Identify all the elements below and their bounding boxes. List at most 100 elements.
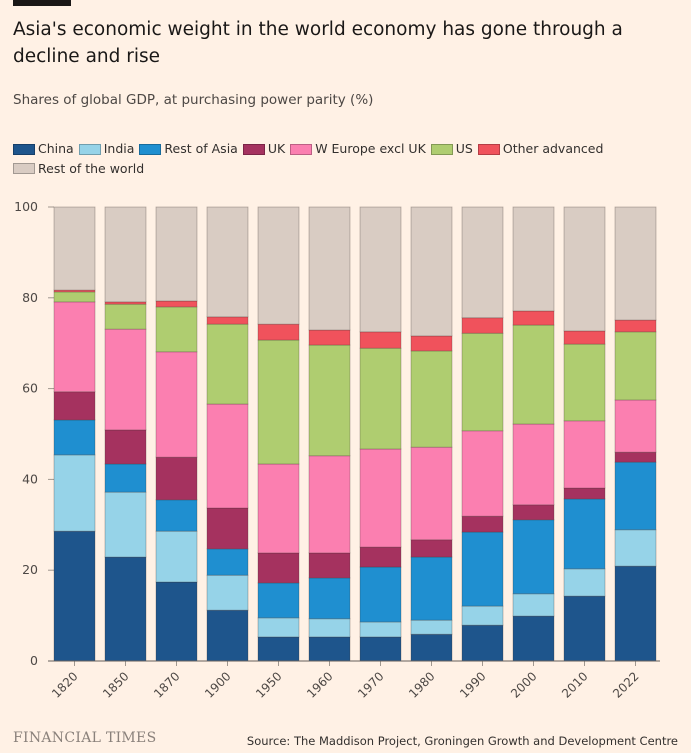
bar-segment [359,331,402,349]
bar-segment [308,344,351,457]
bar-segment [512,324,555,425]
bar-segment [359,566,402,623]
bar-segment [410,633,453,662]
bar-segment [461,515,504,533]
legend-label: Rest of the world [38,160,145,176]
bar-segment [512,615,555,662]
bar-segment [53,391,96,421]
bar-segment [512,423,555,506]
bar-segment [512,206,555,312]
bar-segment [410,619,453,635]
bar-segment [308,329,351,346]
bar-segment [461,531,504,607]
bar-segment [206,403,249,509]
x-tick-label: 1970 [355,669,386,700]
x-tick-label: 1850 [100,669,131,700]
legend-label: US [455,141,473,156]
legend-item: UK [242,140,285,158]
bar-segment [359,448,402,548]
bar-segment [563,568,606,597]
bar-segment [359,546,402,568]
bar-segment [257,636,300,662]
bar-segment [359,206,402,333]
bar-segment [461,624,504,662]
legend-swatch [477,143,500,155]
bar-segment [206,507,249,550]
bar-segment [359,636,402,662]
legend-label: China [38,141,74,156]
bar-segment [104,491,147,558]
bar-segment [104,429,147,465]
bar-segment [410,206,453,337]
bar-segment [155,306,198,353]
bar-segment [155,206,198,302]
legend-label: India [103,141,135,156]
bar-segment [614,331,657,401]
bar-segment [563,420,606,489]
bar-segment [512,310,555,326]
legend-item: W Europe excl UK [290,140,426,158]
bar-segment [104,556,147,662]
bar-segment [53,530,96,662]
x-tick-label: 2022 [610,669,641,700]
bar-segment [206,323,249,405]
legend-swatch [13,163,35,174]
bar-segment [155,300,198,308]
bar-segment [53,206,96,291]
bar-segment [614,529,657,567]
bar-segment [257,323,300,341]
bar-segment [104,463,147,493]
x-tick-label: 1990 [457,669,488,700]
legend-swatch [139,143,162,155]
bar-segment [104,303,147,330]
legend-swatch [242,143,265,155]
bar-segment [461,430,504,517]
bar-segment [155,530,198,583]
bar-segment [563,330,606,345]
bar-segment [563,206,606,332]
bar-segment [308,636,351,662]
legend-item: Rest of the world [13,160,144,178]
bar-segment [257,582,300,619]
legend-label: W Europe excl UK [315,141,426,156]
bar-segment [614,565,657,662]
bar-segment [461,605,504,626]
bar-segment [461,332,504,432]
bar-segment [308,206,351,331]
bar-segment [359,347,402,450]
bar-segment [206,206,249,318]
legend-label: Other advanced [502,141,604,156]
y-tick-label: 100 [14,199,38,214]
x-tick-label: 1870 [151,669,182,700]
bar-segment [410,350,453,448]
bar-segment [512,519,555,595]
x-tick-label: 1820 [49,669,80,700]
bar-segment [614,461,657,531]
ft-logo: FINANCIAL TIMES [13,730,157,746]
bar-segment [512,504,555,521]
bar-segment [614,206,657,321]
x-tick-label: 1960 [304,669,335,700]
bar-segment [257,339,300,465]
bar-segment [308,618,351,638]
y-tick-label: 80 [22,290,38,305]
legend-item: US [430,140,473,158]
bar-segment [512,593,555,617]
bar-segment [206,316,249,325]
bar-segment [410,556,453,621]
legend-item: Rest of Asia [139,140,238,158]
y-tick-label: 60 [22,381,38,396]
bar-segment [563,343,606,422]
legend-swatch [430,143,453,155]
legend-swatch [78,143,101,155]
bar-segment [206,574,249,611]
x-tick-label: 2000 [508,669,539,700]
bar-segment [257,463,300,554]
bar-segment [308,552,351,579]
bar-segment [308,577,351,620]
bar-segment [155,456,198,501]
bar-segment [53,291,96,303]
chart-subtitle: Shares of global GDP, at purchasing powe… [13,92,374,108]
bar-segment [53,454,96,532]
